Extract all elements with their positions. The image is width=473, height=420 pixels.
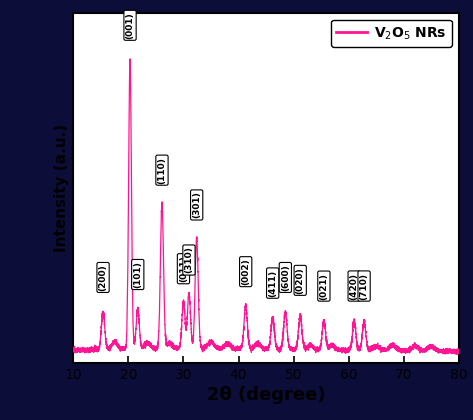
Text: (101): (101)	[133, 261, 142, 288]
Text: (301): (301)	[192, 192, 201, 218]
Text: (021): (021)	[319, 273, 328, 299]
Text: (600): (600)	[281, 264, 290, 291]
Text: (420): (420)	[350, 273, 359, 299]
Text: (200): (200)	[98, 264, 107, 291]
Text: (011): (011)	[179, 255, 188, 282]
Text: (411): (411)	[268, 270, 277, 297]
Text: (310): (310)	[184, 247, 193, 273]
X-axis label: 2θ (degree): 2θ (degree)	[207, 386, 325, 404]
Text: (002): (002)	[241, 258, 250, 285]
Text: (710): (710)	[359, 273, 368, 299]
Text: (020): (020)	[296, 267, 305, 294]
Legend: V$_2$O$_5$ NRs: V$_2$O$_5$ NRs	[331, 20, 452, 47]
Text: (110): (110)	[158, 157, 166, 184]
Y-axis label: Intensity (a.u.): Intensity (a.u.)	[54, 124, 69, 252]
Text: (001): (001)	[125, 12, 134, 39]
